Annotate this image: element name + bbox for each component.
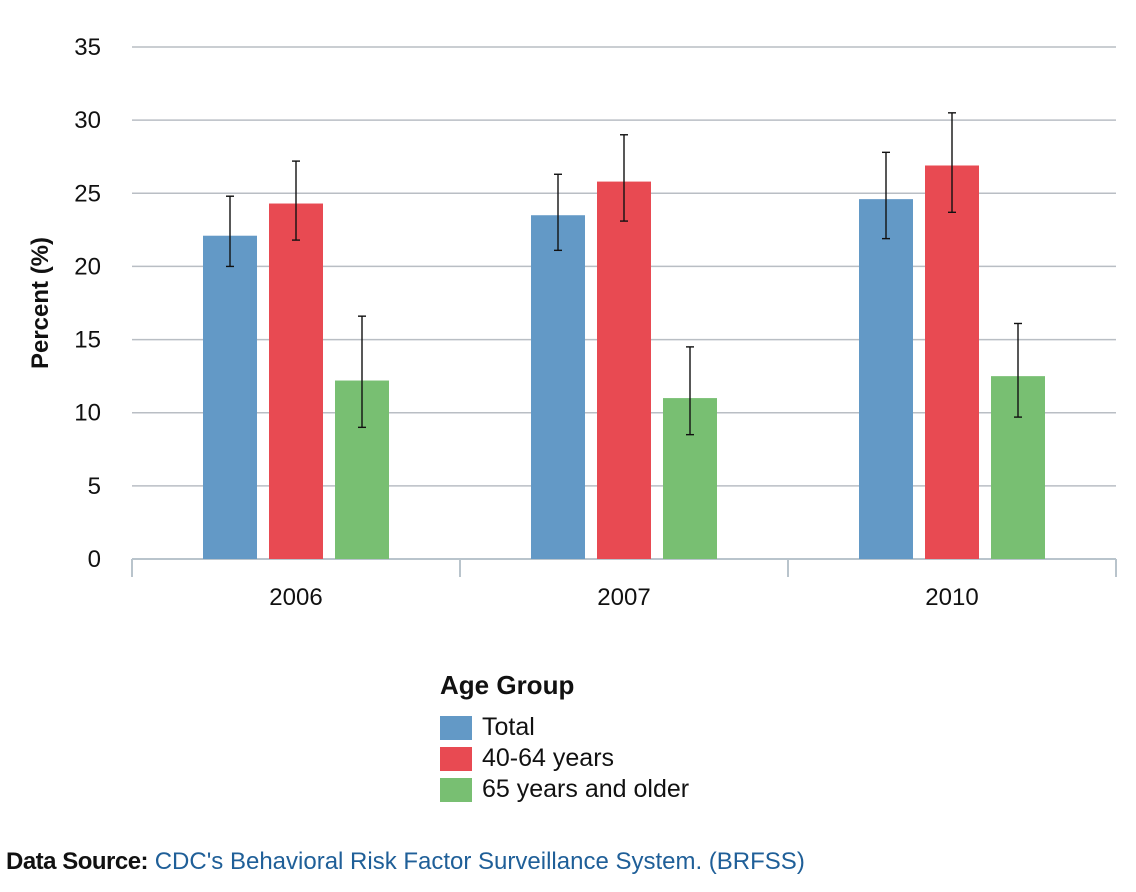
bar-2010-0 (859, 199, 913, 559)
bar-2007-0 (531, 215, 585, 559)
legend-item-total: Total (440, 712, 689, 743)
legend-swatch-65-plus (440, 777, 472, 802)
y-tick-label-15: 15 (74, 327, 101, 354)
legend-swatch-total (440, 715, 472, 740)
y-tick-label-5: 5 (88, 473, 101, 500)
legend-item-40-64: 40-64 years (440, 743, 689, 774)
x-tick-label-2007: 2007 (597, 584, 650, 611)
bar-2010-1 (925, 165, 979, 559)
legend-swatch-40-64 (440, 746, 472, 771)
legend-item-65-plus: 65 years and older (440, 774, 689, 805)
y-tick-label-10: 10 (74, 400, 101, 427)
y-tick-label-20: 20 (74, 253, 101, 280)
legend-label-40-64: 40-64 years (482, 744, 615, 772)
y-tick-label-35: 35 (74, 34, 101, 61)
bars (203, 165, 1045, 560)
x-tick-label-2006: 2006 (269, 584, 322, 611)
legend-label-total: Total (482, 713, 535, 741)
data-source: Data Source: CDC's Behavioral Risk Facto… (6, 846, 805, 878)
y-tick-label-30: 30 (74, 107, 101, 134)
legend: Age Group Total 40-64 years 65 years and… (440, 668, 689, 805)
bar-chart: 0 5 10 15 20 25 30 35 2006 2007 2010 Percent (%) (27, 34, 1117, 611)
y-tick-label-25: 25 (74, 180, 101, 207)
x-axis (131, 558, 1117, 577)
data-source-label: Data Source: (6, 848, 149, 875)
x-tick-label-2010: 2010 (925, 584, 978, 611)
data-source-text: CDC's Behavioral Risk Factor Surveillanc… (154, 848, 805, 875)
legend-title: Age Group (440, 670, 575, 700)
y-tick-label-0: 0 (88, 546, 101, 573)
bar-2007-1 (597, 181, 651, 559)
error-bars (226, 112, 1022, 436)
y-axis-title: Percent (%) (27, 237, 54, 369)
bar-2006-0 (203, 235, 257, 560)
bar-2006-1 (269, 203, 323, 560)
tick-labels: 0 5 10 15 20 25 30 35 2006 2007 2010 (74, 34, 978, 611)
legend-label-65-plus: 65 years and older (482, 775, 690, 803)
